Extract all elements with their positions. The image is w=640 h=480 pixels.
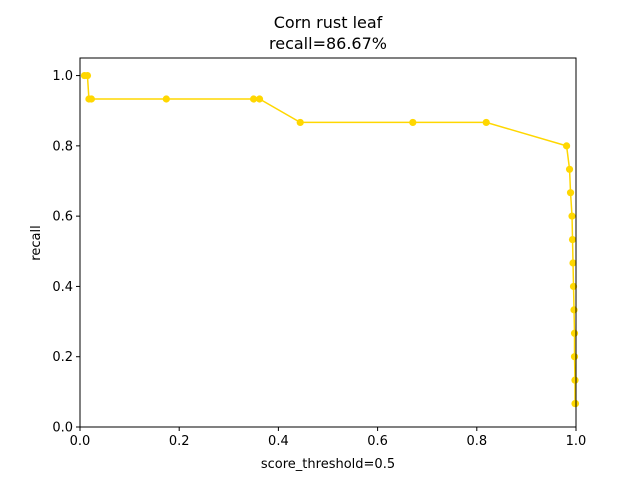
plot-frame xyxy=(79,57,577,428)
x-tick-label: 0.4 xyxy=(268,434,289,449)
x-tick-label: 0.0 xyxy=(70,434,91,449)
x-axis-label: score_threshold=0.5 xyxy=(261,457,395,472)
x-tick-label: 0.2 xyxy=(169,434,190,449)
data-point xyxy=(83,71,92,80)
series-recall xyxy=(80,71,580,408)
y-tick-label: 0.8 xyxy=(52,139,73,154)
chart-subtitle: recall=86.67% xyxy=(269,34,387,53)
x-tick-label: 1.0 xyxy=(566,434,587,449)
data-point xyxy=(568,212,576,220)
data-point xyxy=(566,189,575,197)
data-point xyxy=(250,95,258,103)
chart-title: Corn rust leaf xyxy=(274,13,383,32)
y-tick-label: 0.4 xyxy=(52,280,73,295)
x-tick-label: 0.8 xyxy=(466,434,487,449)
data-point xyxy=(570,306,578,314)
data-point xyxy=(409,118,417,127)
y-tick-label: 0.6 xyxy=(52,210,73,225)
data-point xyxy=(565,165,574,173)
data-point xyxy=(562,142,571,150)
data-point xyxy=(162,95,170,103)
data-point xyxy=(569,259,577,267)
y-tick-label: 1.0 xyxy=(52,69,73,84)
y-tick-label: 0.0 xyxy=(52,421,73,436)
data-point xyxy=(570,353,579,361)
data-point xyxy=(569,282,578,291)
axis-ticks: 0.0 0.2 0.4 0.6 0.8 1.0 0.0 0.2 0.4 0.6 0.8 1.0 xyxy=(52,69,586,449)
data-point xyxy=(87,95,96,103)
data-point xyxy=(568,235,577,244)
data-point xyxy=(296,118,304,127)
x-tick-label: 0.6 xyxy=(367,434,388,449)
y-tick-label: 0.2 xyxy=(52,350,73,365)
data-point xyxy=(482,118,490,127)
y-axis-label: recall xyxy=(29,225,44,260)
data-point xyxy=(571,376,579,384)
data-point xyxy=(255,95,264,103)
data-point xyxy=(570,329,579,337)
